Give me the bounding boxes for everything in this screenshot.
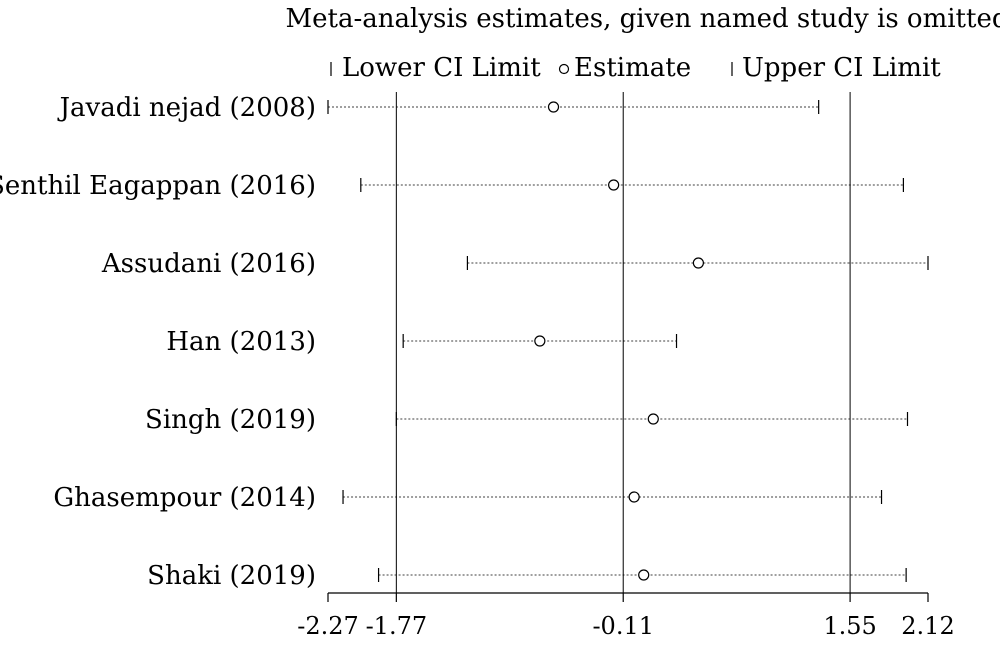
- legend-lower-label: Lower CI Limit: [342, 53, 541, 83]
- estimate-point: [608, 179, 620, 191]
- study-row: Javadi nejad (2008): [57, 93, 820, 123]
- chart-title: Meta-analysis estimates, given named stu…: [286, 4, 1000, 34]
- study-label: Senthil Eagappan (2016): [0, 171, 316, 201]
- study-row: Shaki (2019): [147, 561, 907, 591]
- legend-estimate-marker: [558, 63, 570, 75]
- legend-upper-label: Upper CI Limit: [742, 53, 941, 83]
- study-label: Javadi nejad (2008): [57, 93, 316, 123]
- estimate-point: [638, 569, 650, 581]
- estimate-point: [547, 101, 560, 113]
- estimate-point: [692, 257, 704, 269]
- study-label: Shaki (2019): [147, 561, 316, 591]
- estimate-point: [628, 491, 640, 503]
- x-axis: -2.27 -1.77 -0.11 1.55 2.12: [297, 592, 955, 640]
- estimate-point: [534, 335, 546, 347]
- study-row: Ghasempour (2014): [53, 483, 883, 513]
- study-row: Assudani (2016): [101, 249, 929, 279]
- study-rows: Javadi nejad (2008) Senthil Eagappan (201…: [0, 93, 929, 591]
- x-tick-label: -0.11: [592, 612, 654, 640]
- x-tick-label: 2.12: [901, 612, 954, 640]
- study-label: Han (2013): [166, 327, 316, 357]
- estimate-point: [647, 413, 659, 425]
- study-label: Ghasempour (2014): [53, 483, 316, 513]
- x-tick-label: 1.55: [823, 612, 876, 640]
- reference-lines: [395, 92, 851, 593]
- study-label: Assudani (2016): [101, 249, 316, 279]
- x-tick-label: -2.27: [297, 612, 359, 640]
- study-row: Singh (2019): [145, 405, 909, 435]
- chart-legend: Lower CI Limit Estimate Upper CI Limit: [330, 53, 941, 83]
- legend-estimate-label: Estimate: [574, 53, 691, 83]
- study-row: Han (2013): [166, 327, 678, 357]
- study-label: Singh (2019): [145, 405, 316, 435]
- x-tick-label: -1.77: [366, 612, 428, 640]
- study-row: Senthil Eagappan (2016): [0, 171, 904, 201]
